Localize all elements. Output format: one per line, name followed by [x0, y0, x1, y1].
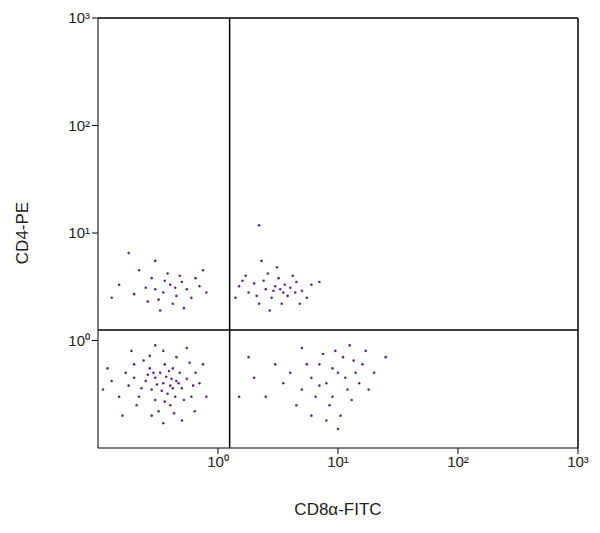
svg-text:10³: 10³ [68, 9, 90, 26]
svg-text:10¹: 10¹ [68, 224, 90, 241]
svg-text:CD8α-FITC: CD8α-FITC [294, 500, 381, 519]
svg-text:10²: 10² [68, 117, 90, 134]
svg-text:10⁰: 10⁰ [207, 453, 229, 470]
svg-text:10²: 10² [447, 453, 469, 470]
svg-text:10⁰: 10⁰ [68, 332, 90, 349]
svg-text:10³: 10³ [567, 453, 589, 470]
svg-text:10¹: 10¹ [327, 453, 349, 470]
svg-text:CD4-PE: CD4-PE [13, 202, 32, 264]
